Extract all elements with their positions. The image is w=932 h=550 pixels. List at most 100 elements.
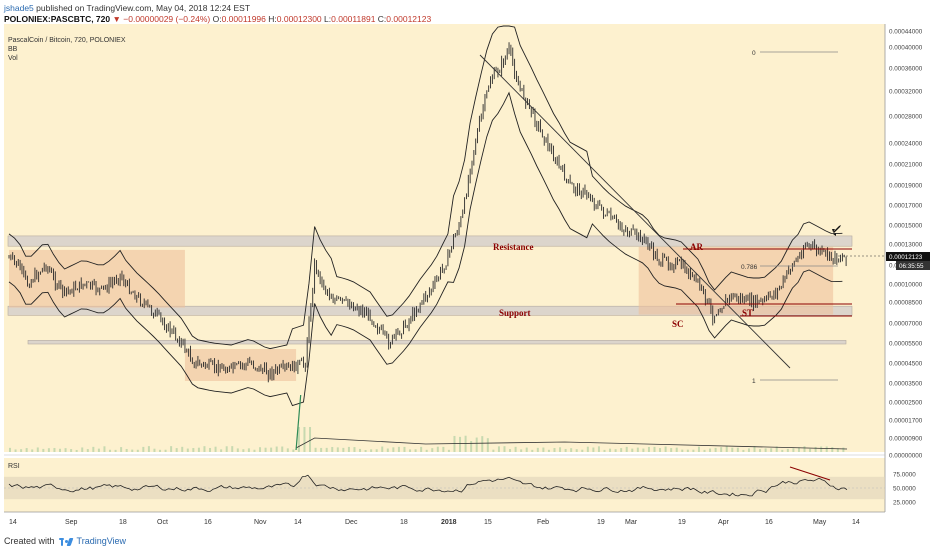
volume-bar <box>392 447 395 452</box>
volume-bar <box>314 447 317 452</box>
volume-bar <box>536 447 539 452</box>
volume-bar <box>836 448 839 452</box>
fib-label-0786: 0.786 <box>741 264 758 271</box>
accumulation-box-1 <box>9 249 185 308</box>
time-tick-label: 16 <box>204 519 212 526</box>
ohlc-line: POLONIEX:PASCBTC, 720 ▼ −0.00000029 (−0.… <box>4 14 431 24</box>
volume-bar <box>225 446 228 452</box>
price-tick-label: 0.00013000 <box>889 242 923 249</box>
volume-bar <box>697 446 700 452</box>
volume-bar <box>75 449 78 452</box>
volume-bar <box>559 447 562 452</box>
legend-vol: Vol <box>8 55 18 62</box>
descending-trendline <box>479 54 791 369</box>
lower-zone <box>27 340 847 345</box>
volume-bar <box>720 447 723 452</box>
volume-bar <box>509 449 512 452</box>
volume-bar <box>642 448 645 452</box>
volume-bar <box>247 448 250 452</box>
price-chart[interactable]: 0 1 0.786 Resistance Support AR SC ST 0.00044000… <box>0 24 932 530</box>
volume-bar <box>542 447 545 452</box>
volume-bar <box>503 446 506 452</box>
volume-bar <box>103 446 106 452</box>
volume-bar <box>292 449 295 452</box>
price-tick-label: 0.00003500 <box>889 381 923 388</box>
volume-bar <box>759 449 762 452</box>
volume-bar <box>353 447 356 452</box>
volume-spike-line <box>295 394 302 451</box>
time-tick-label: 2018 <box>441 519 457 526</box>
fib-label-0: 0 <box>752 50 756 57</box>
bb-upper-band <box>8 25 843 350</box>
time-tick-label: 14 <box>852 519 860 526</box>
price-tick-label: 0.00021000 <box>889 162 923 169</box>
volume-bar <box>220 449 223 452</box>
volume-bar <box>709 448 712 452</box>
price-tick-label: 0.00005500 <box>889 341 923 348</box>
tradingview-logo-icon <box>58 537 73 546</box>
volume-bar <box>781 449 784 452</box>
volume-bar <box>364 449 367 452</box>
time-tick-label: Feb <box>537 519 549 526</box>
volume-bar <box>275 446 278 452</box>
volume-bar <box>414 449 417 452</box>
volume-bar <box>664 446 667 452</box>
time-tick-label: 19 <box>597 519 605 526</box>
volume-bar <box>497 446 500 452</box>
countdown-tag <box>896 261 930 270</box>
volume-bar <box>403 446 406 452</box>
volume-bar <box>286 448 289 452</box>
volume-bar <box>31 449 34 452</box>
volume-bar <box>625 446 628 452</box>
price-tick-label: 0.00032000 <box>889 89 923 96</box>
volume-bar <box>197 447 200 452</box>
last-price-label: 0.00012123 <box>889 254 923 261</box>
volume-bar <box>281 446 284 452</box>
volume-bar <box>809 448 812 452</box>
volume-bar <box>786 448 789 452</box>
price-tick-label: 0.00040000 <box>889 45 923 52</box>
volume-bar <box>581 449 584 452</box>
volume-bar <box>97 448 100 452</box>
support-label: Support <box>499 308 531 318</box>
price-tick-label: 0.00024000 <box>889 141 923 148</box>
volume-bar <box>597 446 600 452</box>
volume-bar <box>447 449 450 452</box>
volume-bar <box>575 449 578 452</box>
volume-bar <box>725 446 728 452</box>
time-tick-label: Oct <box>157 519 168 526</box>
volume-bar <box>36 447 39 452</box>
st-label: ST <box>742 308 753 318</box>
volume-bar <box>764 448 767 452</box>
price-tick-label: 0.00010000 <box>889 282 923 289</box>
high-label: H: <box>268 14 277 24</box>
rsi-divergence-line <box>789 466 831 481</box>
volume-bar <box>481 436 484 452</box>
change-value: ▼ −0.00000029 (−0.24%) <box>112 14 211 24</box>
close-label: C: <box>377 14 387 24</box>
time-tick-label: 19 <box>678 519 686 526</box>
volume-bar <box>520 449 523 452</box>
volume-bar <box>159 449 162 452</box>
volume-bar <box>14 449 17 452</box>
volume-bar <box>603 449 606 452</box>
volume-bar <box>186 448 189 452</box>
volume-bar <box>192 448 195 452</box>
time-tick-label: 14 <box>294 519 302 526</box>
volume-bar <box>731 447 734 452</box>
volume-bar <box>153 448 156 452</box>
price-tick-label: 0.00015000 <box>889 223 923 230</box>
rsi-tick-label: 75.0000 <box>893 472 916 479</box>
volume-bar <box>20 449 23 452</box>
tradingview-link[interactable]: TradingView <box>76 536 127 546</box>
volume-bar <box>636 447 639 452</box>
volume-bar <box>659 448 662 452</box>
volume-bar <box>209 447 212 452</box>
volume-bar <box>592 447 595 452</box>
ar-label: AR <box>690 242 703 252</box>
volume-bar <box>231 446 234 452</box>
author-link[interactable]: jshade5 <box>4 3 34 13</box>
volume-bar <box>564 448 567 452</box>
volume-bar <box>25 448 28 452</box>
volume-bar <box>264 447 267 452</box>
